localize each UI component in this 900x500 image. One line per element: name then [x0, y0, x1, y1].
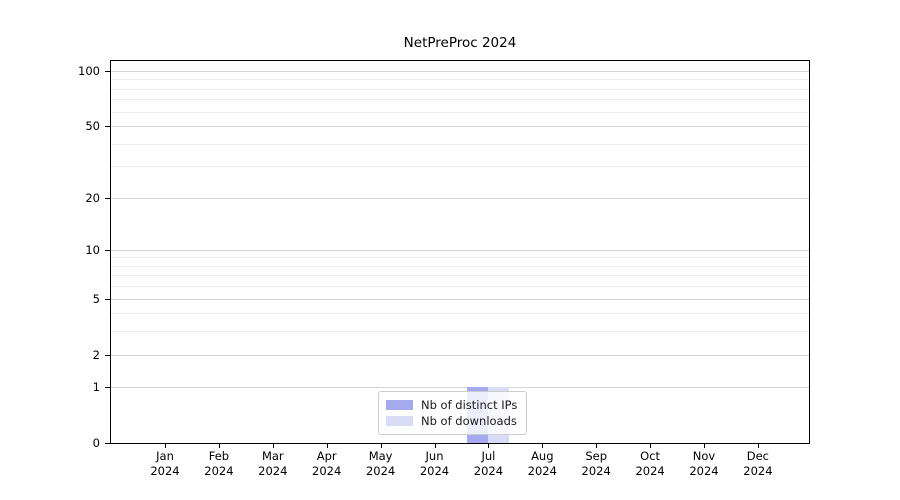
minor-gridline	[111, 257, 809, 259]
x-tick-label: Jun 2024	[419, 449, 450, 478]
minor-gridline	[111, 331, 809, 333]
minor-gridline	[111, 166, 809, 168]
x-tick-mark	[326, 444, 328, 448]
major-gridline	[111, 298, 809, 300]
x-tick-label: Jul 2024	[473, 449, 504, 478]
y-tick-mark	[105, 387, 110, 389]
x-tick-label: Aug 2024	[527, 449, 557, 478]
legend: Nb of distinct IPs Nb of downloads	[378, 391, 528, 435]
y-tick-mark	[105, 126, 110, 128]
major-gridline	[111, 354, 809, 356]
y-tick-label: 5	[92, 291, 100, 306]
major-gridline	[111, 249, 809, 251]
major-gridline	[111, 71, 809, 72]
y-tick-label: 2	[92, 347, 100, 362]
y-tick-mark	[105, 249, 110, 251]
x-tick-label: Mar 2024	[258, 449, 288, 478]
minor-gridline	[111, 275, 809, 277]
y-tick-label: 20	[85, 190, 100, 205]
minor-gridline	[111, 99, 809, 101]
y-tick-label: 100	[78, 64, 100, 78]
x-tick-mark	[596, 444, 598, 448]
y-tick-mark	[105, 197, 110, 199]
y-tick-label: 10	[85, 242, 100, 257]
downloads-swatch-icon	[386, 416, 413, 426]
legend-item-distinct-ips: Nb of distinct IPs	[386, 397, 517, 413]
x-tick-mark	[380, 444, 382, 448]
minor-gridline	[111, 265, 809, 267]
x-tick-mark	[757, 444, 759, 448]
y-tick-mark	[105, 71, 110, 72]
x-tick-mark	[434, 444, 436, 448]
y-tick-mark	[105, 298, 110, 300]
plot-area	[110, 60, 810, 444]
x-tick-mark	[218, 444, 220, 448]
y-tick-mark	[105, 443, 110, 444]
minor-gridline	[111, 286, 809, 288]
x-tick-label: Jan 2024	[150, 449, 180, 478]
x-tick-mark	[488, 444, 490, 448]
y-tick-mark	[105, 354, 110, 356]
x-tick-mark	[165, 444, 166, 448]
x-tick-label: May 2024	[365, 449, 396, 478]
major-gridline	[111, 387, 809, 389]
minor-gridline	[111, 143, 809, 145]
minor-gridline	[111, 88, 809, 90]
minor-gridline	[111, 313, 809, 315]
x-tick-label: Oct 2024	[635, 449, 665, 478]
minor-gridline	[111, 111, 809, 113]
distinct-ips-swatch-icon	[386, 400, 413, 410]
minor-gridline	[111, 79, 809, 81]
y-tick-label: 50	[85, 119, 100, 134]
y-tick-label: 0	[92, 436, 100, 450]
x-tick-label: Nov 2024	[689, 449, 719, 478]
major-gridline	[111, 126, 809, 128]
legend-item-downloads: Nb of downloads	[386, 413, 517, 429]
y-tick-label: 1	[92, 380, 100, 395]
x-tick-label: Feb 2024	[204, 449, 234, 478]
x-tick-mark	[650, 444, 652, 448]
x-tick-label: Dec 2024	[743, 449, 773, 478]
x-tick-mark	[704, 444, 705, 448]
major-gridline	[111, 197, 809, 199]
x-tick-label: Sep 2024	[581, 449, 611, 478]
x-tick-mark	[542, 444, 544, 448]
x-tick-mark	[272, 444, 274, 448]
chart-title: NetPreProc 2024	[403, 35, 517, 51]
legend-label: Nb of distinct IPs	[421, 398, 518, 412]
x-tick-label: Apr 2024	[312, 449, 342, 478]
legend-label: Nb of downloads	[421, 414, 517, 428]
